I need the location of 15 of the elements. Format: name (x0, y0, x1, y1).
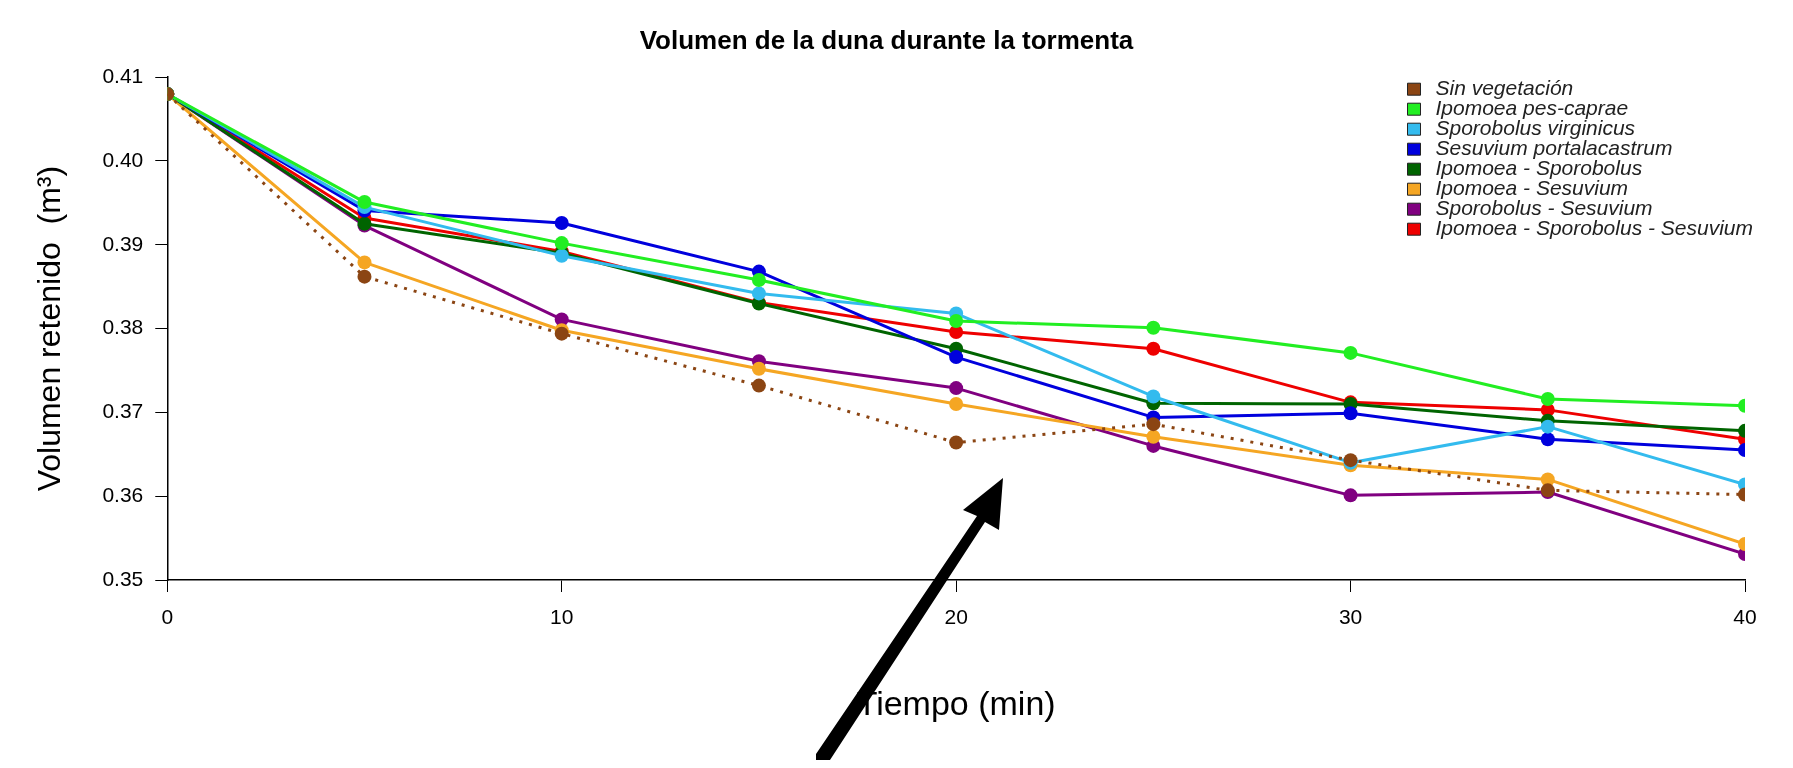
y-axis-title: Volumen retenido (m³) (31, 165, 68, 492)
x-tick-label: 40 (1733, 605, 1757, 629)
x-tick-label: 30 (1338, 605, 1363, 629)
y-tick-label: 0.41 (102, 64, 144, 87)
y-tick-label: 0.39 (102, 231, 144, 255)
y-tick-label: 0.37 (102, 399, 144, 423)
y-tick-label: 0.40 (102, 147, 144, 171)
x-tick-label: 10 (550, 605, 574, 629)
x-tick-label: 0 (161, 605, 174, 629)
legend-label: Sin vegetación (1435, 76, 1574, 100)
y-tick-label: 0.36 (102, 483, 144, 506)
x-tick-label: 20 (944, 605, 968, 629)
y-tick-label: 0.38 (102, 315, 144, 339)
y-tick-label: 0.35 (102, 566, 144, 590)
chart-title: Volumen de la duna durante la tormenta (639, 24, 1134, 55)
